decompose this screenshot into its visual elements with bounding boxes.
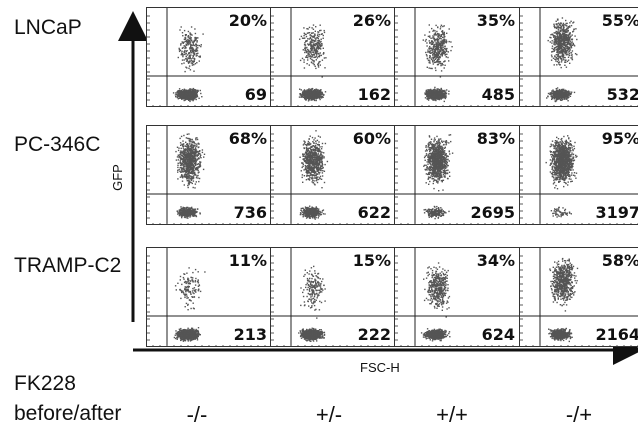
gfp-percent-label: 26%	[352, 11, 391, 30]
scatter-panel: 11% 213	[146, 247, 272, 347]
scatter-panel: 95% 3197	[519, 125, 638, 225]
gfp-percent-label: 20%	[228, 11, 267, 30]
scatter-dots	[520, 248, 638, 346]
count-label: 213	[233, 325, 267, 344]
row-label-pc346c: PC-346C	[14, 133, 101, 156]
scatter-dots	[147, 248, 271, 346]
bottom-title-line2: before/after	[14, 402, 122, 425]
bottom-title-line1: FK228	[14, 372, 76, 395]
y-axis-label: GFP	[109, 164, 125, 191]
gfp-percent-label: 15%	[352, 251, 391, 270]
gfp-percent-label: 34%	[476, 251, 515, 270]
scatter-dots	[395, 8, 519, 106]
count-label: 532	[606, 85, 638, 104]
scatter-panel: 26% 162	[270, 7, 396, 107]
scatter-panel: 55% 532	[519, 7, 638, 107]
count-label: 162	[357, 85, 391, 104]
scatter-dots	[147, 126, 271, 224]
count-label: 624	[481, 325, 515, 344]
count-label: 736	[233, 203, 267, 222]
count-label: 3197	[595, 203, 638, 222]
scatter-panel: 15% 222	[270, 247, 396, 347]
row-label-lncap: LNCaP	[14, 16, 82, 39]
gfp-percent-label: 68%	[228, 129, 267, 148]
x-axis-label: FSC-H	[360, 360, 400, 375]
scatter-dots	[271, 126, 395, 224]
scatter-panel: 68% 736	[146, 125, 272, 225]
gfp-percent-label: 83%	[476, 129, 515, 148]
condition-label: +/-	[315, 402, 343, 427]
scatter-dots	[271, 8, 395, 106]
scatter-panel: 35% 485	[394, 7, 520, 107]
count-label: 622	[357, 203, 391, 222]
count-label: 222	[357, 325, 391, 344]
scatter-dots	[271, 248, 395, 346]
gfp-percent-label: 60%	[352, 129, 391, 148]
scatter-panel: 34% 624	[394, 247, 520, 347]
scatter-panel: 20% 69	[146, 7, 272, 107]
gfp-percent-label: 58%	[601, 251, 638, 270]
scatter-panel: 60% 622	[270, 125, 396, 225]
condition-label: -/+	[565, 402, 593, 427]
scatter-dots	[395, 126, 519, 224]
gfp-percent-label: 11%	[228, 251, 267, 270]
scatter-dots	[520, 8, 638, 106]
gfp-percent-label: 35%	[476, 11, 515, 30]
scatter-dots	[147, 8, 271, 106]
scatter-dots	[520, 126, 638, 224]
gfp-percent-label: 95%	[601, 129, 638, 148]
count-label: 69	[244, 85, 267, 104]
scatter-dots	[395, 248, 519, 346]
count-label: 2695	[470, 203, 515, 222]
gfp-percent-label: 55%	[601, 11, 638, 30]
row-label-trampc2: TRAMP-C2	[14, 254, 122, 277]
condition-label: +/+	[436, 402, 468, 427]
condition-label: -/-	[186, 402, 208, 427]
count-label: 485	[481, 85, 515, 104]
count-label: 2164	[595, 325, 638, 344]
scatter-panel: 83% 2695	[394, 125, 520, 225]
scatter-panel: 58% 2164	[519, 247, 638, 347]
